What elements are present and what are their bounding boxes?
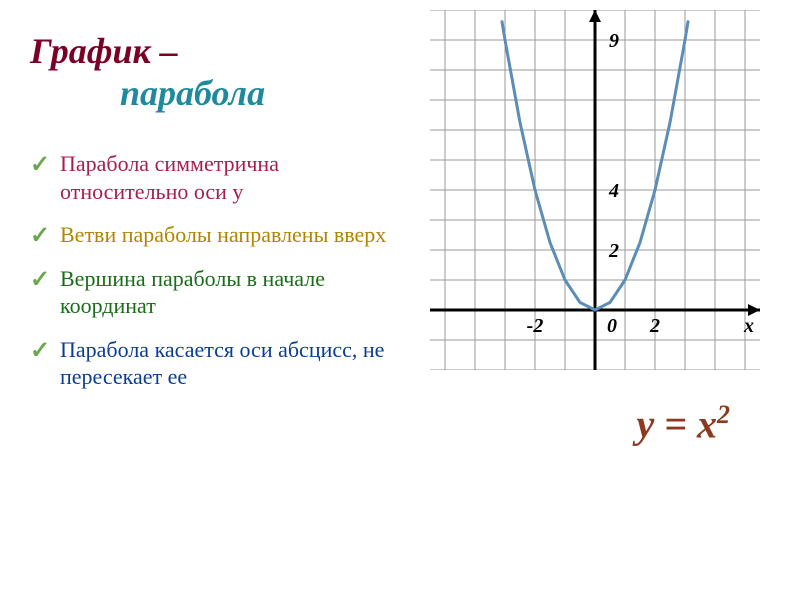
title-line-2: парабола [120, 72, 410, 114]
check-icon: ✓ [30, 150, 50, 180]
x-tick-label: 2 [649, 315, 660, 337]
bullet-item: ✓ Парабола симметрична относительно оси у [30, 150, 390, 205]
y-tick-label: 4 [608, 180, 619, 202]
bullet-text: Парабола касается оси абсцисс, не пересе… [60, 337, 384, 390]
bullet-text: Ветви параболы направлены вверх [60, 222, 386, 247]
bullet-item: ✓ Вершина параболы в начале координат [30, 265, 390, 320]
x-tick-label: -2 [527, 315, 544, 337]
equation: y = x2 [636, 400, 730, 447]
x-axis-label: x [743, 315, 754, 337]
y-tick-label: 2 [608, 240, 619, 262]
bullet-item: ✓ Парабола касается оси абсцисс, не перес… [30, 336, 390, 391]
check-icon: ✓ [30, 265, 50, 295]
bullet-item: ✓ Ветви параболы направлены вверх [30, 221, 390, 249]
check-icon: ✓ [30, 221, 50, 251]
y-tick-label: 9 [609, 30, 619, 52]
bullet-text: Вершина параболы в начале координат [60, 266, 325, 319]
equation-base: y = x [636, 401, 717, 446]
slide: График – парабола ✓ Парабола симметрична … [0, 0, 800, 600]
bullet-list: ✓ Парабола симметрична относительно оси у… [30, 150, 390, 407]
graph-svg: 0 x -2 2 2 4 9 [430, 10, 760, 370]
equation-superscript: 2 [717, 400, 730, 429]
bullet-text: Парабола симметрична относительно оси у [60, 151, 279, 204]
origin-label: 0 [607, 315, 617, 337]
check-icon: ✓ [30, 336, 50, 366]
slide-title: График – парабола [30, 30, 410, 114]
title-line-1: График – [30, 30, 410, 72]
parabola-graph: 0 x -2 2 2 4 9 [430, 10, 760, 375]
